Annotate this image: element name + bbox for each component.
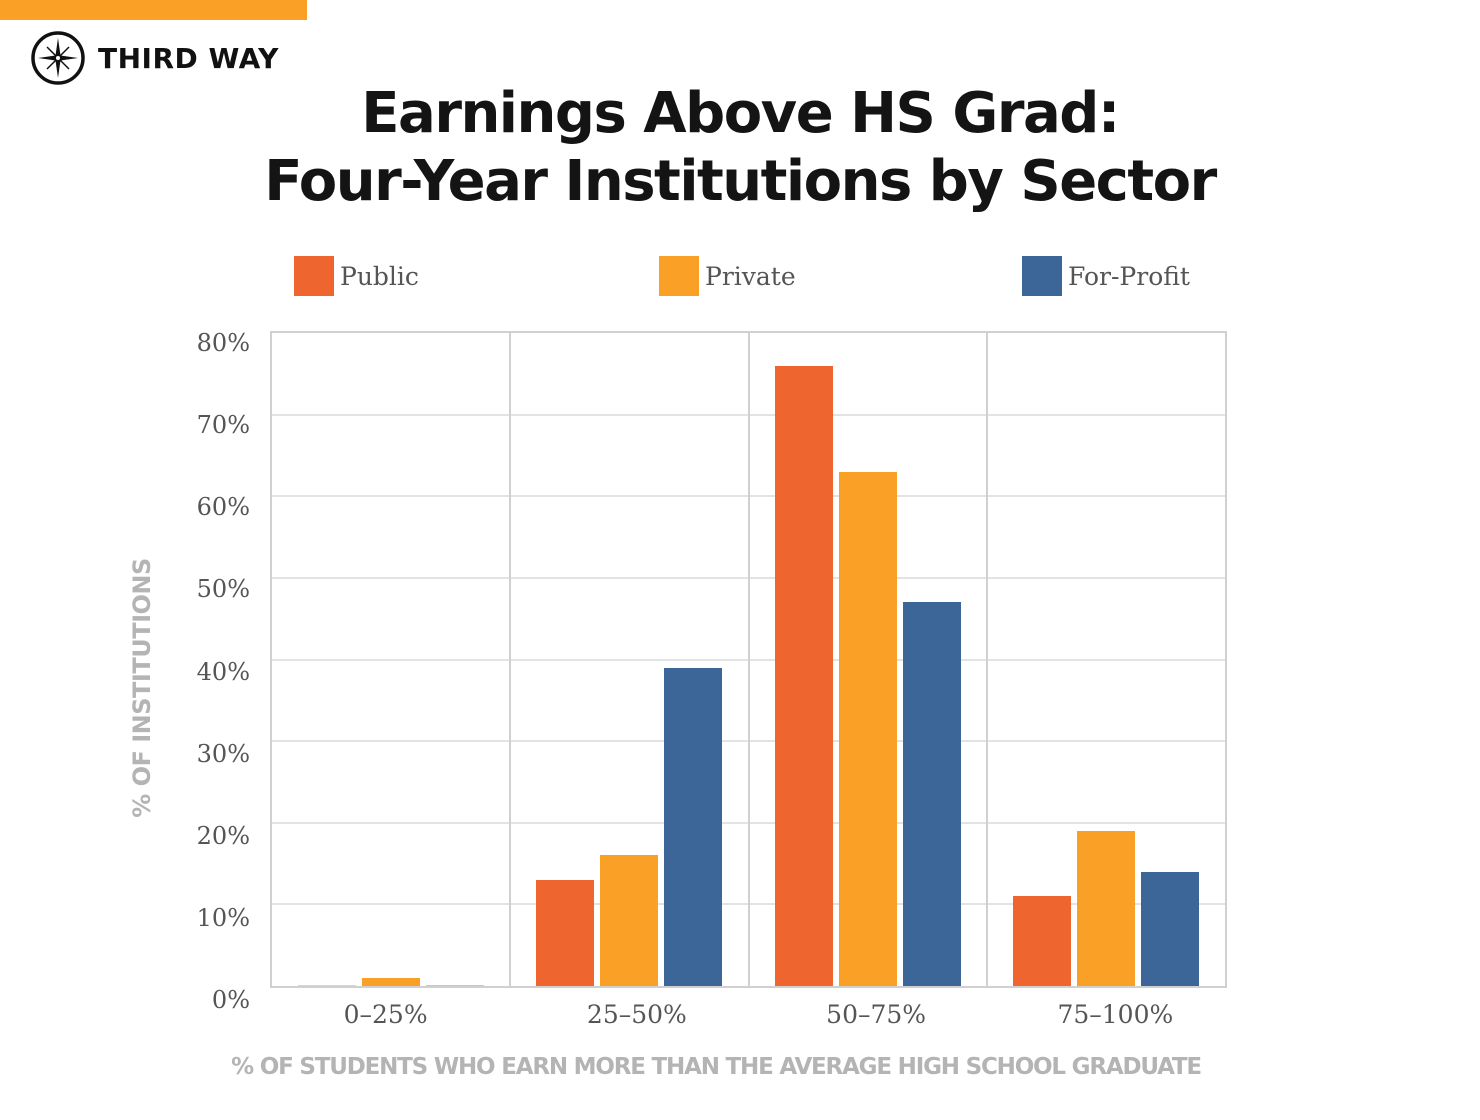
bar-for-profit-3 — [902, 602, 961, 986]
y-tick-label: 30% — [196, 739, 250, 768]
y-tick-label: 80% — [196, 329, 250, 357]
bar-public-2 — [536, 879, 595, 986]
y-tick-label: 20% — [196, 821, 250, 850]
x-tick-label: 75–100% — [1057, 1000, 1174, 1029]
group-separator — [509, 333, 512, 986]
bar-for-profit-1 — [426, 984, 485, 986]
x-tick-label: 50–75% — [826, 1000, 927, 1029]
compass-icon — [31, 31, 85, 85]
chart-title-line-2: Four-Year Institutions by Sector — [264, 149, 1217, 214]
brand-accent-bar — [0, 0, 307, 20]
legend-label-for-profit: For-Profit — [1068, 261, 1190, 291]
bar-for-profit-2 — [664, 667, 723, 986]
y-tick-label: 70% — [196, 411, 250, 440]
legend-item-public: Public — [294, 256, 419, 296]
legend-label-public: Public — [340, 261, 419, 291]
brand-name: THIRD WAY — [98, 41, 279, 75]
brand-logo: THIRD WAY — [30, 30, 279, 86]
legend-swatch-public — [294, 256, 334, 296]
y-tick-label: 50% — [196, 575, 250, 604]
bar-private-4 — [1076, 830, 1135, 986]
bar-public-3 — [774, 365, 833, 986]
legend-label-private: Private — [705, 261, 796, 291]
y-axis-label: % OF INSTITUTIONS — [128, 558, 156, 818]
chart-title: Earnings Above HS Grad: Four-Year Instit… — [0, 80, 1480, 216]
group-separator — [985, 333, 988, 986]
y-tick-label: 0% — [211, 986, 250, 1014]
legend-item-for-profit: For-Profit — [1022, 256, 1190, 296]
x-axis-label: % OF STUDENTS WHO EARN MORE THAN THE AVE… — [231, 1054, 1202, 1080]
x-tick-label: 0–25% — [343, 1000, 428, 1029]
bar-for-profit-4 — [1140, 871, 1199, 986]
plot-area — [270, 331, 1227, 988]
bar-public-1 — [298, 984, 357, 986]
y-tick-label: 60% — [196, 493, 250, 522]
legend-swatch-for-profit — [1022, 256, 1062, 296]
chart-title-line-1: Earnings Above HS Grad: — [361, 81, 1120, 146]
chart-legend: Public Private For-Profit — [0, 256, 1480, 296]
y-tick-label: 40% — [196, 657, 250, 686]
legend-item-private: Private — [659, 256, 796, 296]
x-tick-label: 25–50% — [586, 1000, 687, 1029]
bar-public-4 — [1012, 896, 1071, 986]
bar-private-1 — [362, 977, 421, 986]
legend-swatch-private — [659, 256, 699, 296]
bar-private-3 — [838, 471, 897, 986]
y-tick-label: 10% — [196, 903, 250, 932]
bar-private-2 — [600, 855, 659, 986]
group-separator — [747, 333, 750, 986]
